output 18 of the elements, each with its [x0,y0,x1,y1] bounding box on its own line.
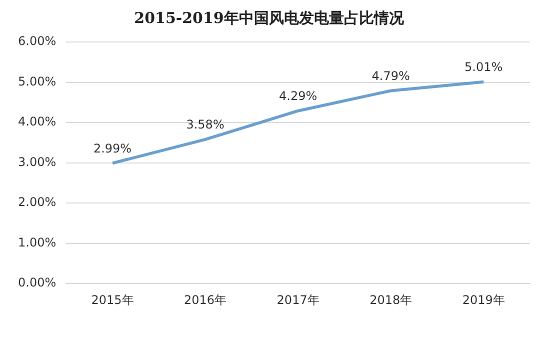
data-label: 5.01% [464,60,503,74]
y-tick-label: 5.00% [18,74,56,88]
data-label: 4.29% [279,88,318,103]
data-label: 3.58% [186,118,224,132]
y-tick-label: 3.00% [18,154,56,169]
x-tick-label: 2015年 [91,292,134,307]
x-tick-label: 2016年 [184,292,227,307]
x-tick-label: 2017年 [276,292,320,307]
data-label: 4.79% [372,68,410,83]
y-tick-label: 0.00% [18,276,56,290]
y-tick-label: 1.00% [18,235,56,250]
data-label: 2.99% [93,141,132,156]
y-tick-label: 6.00% [18,34,56,48]
x-tick-label: 2018年 [370,292,412,307]
y-tick-label: 2.00% [18,195,56,210]
chart-title: 2015-2019年中国风电发电量占比情况 [134,8,405,27]
x-tick-label: 2019年 [462,292,505,307]
y-tick-label: 4.00% [18,114,56,129]
